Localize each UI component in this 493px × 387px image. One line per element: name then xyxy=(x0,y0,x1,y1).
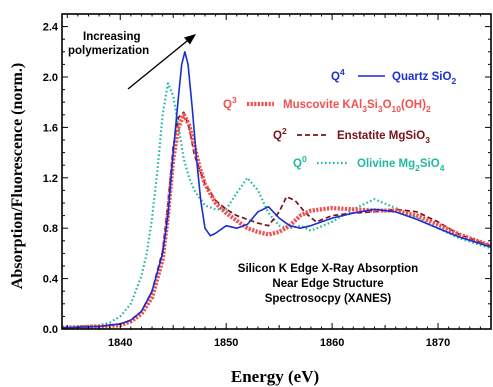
y-tick-label: 0.8 xyxy=(43,223,58,235)
y-tick-label: 1.2 xyxy=(43,173,58,185)
legend-label: Olivine Mg2SiO4 xyxy=(357,158,445,173)
series-line-q4 xyxy=(62,51,491,329)
caption-line3: Spectrosocpy (XANES) xyxy=(265,293,392,305)
legend-entry-q0: Q0 Olivine Mg2SiO4 xyxy=(293,154,445,173)
y-tick-label: 2.0 xyxy=(43,72,58,84)
arrow-label-line2: polymerization xyxy=(68,45,149,57)
polymerization-arrow xyxy=(127,36,193,90)
x-tick-label: 1870 xyxy=(426,337,450,349)
legend-q-label: Q4 xyxy=(331,67,345,83)
y-axis-title: Absorption/Fluorescence (norm.) xyxy=(9,63,26,289)
caption-line1: Silicon K Edge X-Ray Absorption xyxy=(238,263,418,275)
x-tick-label: 1840 xyxy=(108,337,132,349)
x-tick-label: 1860 xyxy=(320,337,344,349)
legend-q-label: Q2 xyxy=(273,126,287,142)
x-tick-label: 1850 xyxy=(214,337,238,349)
legend-q-label: Q3 xyxy=(223,95,237,111)
caption-line2: Near Edge Structure xyxy=(272,278,383,290)
legend-q-label: Q0 xyxy=(293,154,307,170)
arrow-head xyxy=(184,34,196,45)
plot-frame xyxy=(61,13,492,330)
y-tick-label: 0.0 xyxy=(43,324,58,336)
x-axis-title: Energy (eV) xyxy=(231,367,319,386)
y-tick-label: 1.6 xyxy=(43,122,58,134)
legend-label: Enstatite MgSiO3 xyxy=(337,130,430,145)
series-line-q0 xyxy=(62,82,491,329)
y-tick-label: 0.4 xyxy=(43,274,59,286)
y-tick-label: 2.4 xyxy=(43,22,59,34)
legend-entry-q3: Q3 Muscovite KAl3Si3O10(OH)2 xyxy=(223,95,431,114)
legend-label: Quartz SiO2 xyxy=(392,71,456,86)
legend-label: Muscovite KAl3Si3O10(OH)2 xyxy=(283,99,431,114)
legend-entry-q2: Q2 Enstatite MgSiO3 xyxy=(273,126,430,145)
legend-entry-q4: Q4 Quartz SiO2 xyxy=(331,67,456,86)
arrow-label-line1: Increasing xyxy=(83,31,141,43)
